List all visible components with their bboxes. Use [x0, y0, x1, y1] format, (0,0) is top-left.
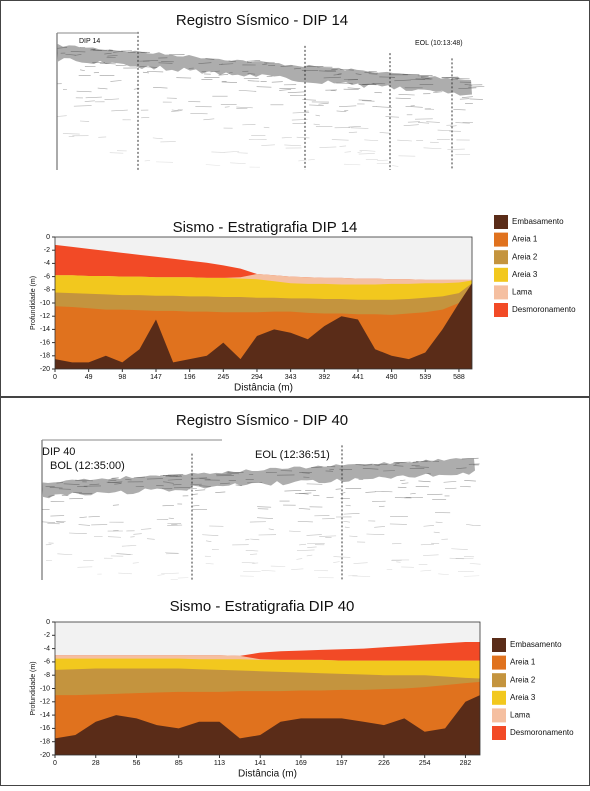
x-tick-label: 147: [150, 374, 162, 381]
seismic-label: BOL (12:35:00): [50, 460, 125, 472]
legend-swatch: [492, 726, 506, 740]
y-tick-label: -10: [40, 685, 50, 692]
x-tick-label: 28: [92, 760, 100, 767]
seismic-label: DIP 14: [79, 38, 100, 45]
legend-swatch: [492, 673, 506, 687]
x-axis-label: Distância (m): [234, 383, 293, 394]
seismic-label: EOL (10:13:48): [415, 40, 463, 47]
x-tick-label: 539: [419, 374, 431, 381]
y-tick-label: -18: [40, 739, 50, 746]
y-tick-label: -12: [40, 313, 50, 320]
legend-swatch: [494, 285, 508, 299]
y-tick-label: -10: [40, 300, 50, 307]
x-tick-label: 245: [217, 374, 229, 381]
legend-label: Areia 2: [512, 252, 538, 261]
x-axis-label: Distância (m): [238, 769, 297, 780]
legend-label: Embasamento: [510, 640, 562, 649]
x-tick-label: 113: [214, 760, 225, 767]
y-tick-label: -20: [40, 366, 50, 373]
legend-label: Areia 2: [510, 675, 536, 684]
y-tick-label: -8: [44, 287, 50, 294]
x-tick-label: 98: [118, 374, 126, 381]
y-tick-label: -14: [40, 712, 50, 719]
y-tick-label: -20: [40, 752, 50, 759]
chart-title: Sismo - Estratigrafia DIP 14: [173, 219, 358, 236]
x-tick-label: 0: [53, 374, 57, 381]
x-tick-label: 254: [419, 760, 431, 767]
y-tick-label: -4: [44, 645, 50, 652]
x-tick-label: 49: [85, 374, 93, 381]
y-axis-label: Profundidade (m): [30, 661, 37, 715]
legend-swatch: [492, 691, 506, 705]
y-tick-label: -18: [40, 353, 50, 360]
x-tick-label: 197: [336, 760, 348, 767]
y-tick-label: 0: [46, 234, 50, 241]
y-tick-label: -2: [44, 247, 50, 254]
y-tick-label: -6: [44, 273, 50, 280]
y-tick-label: -2: [44, 632, 50, 639]
legend-label: Desmoronamento: [512, 305, 576, 314]
y-tick-label: -16: [40, 725, 50, 732]
x-tick-label: 85: [175, 760, 183, 767]
y-tick-label: -16: [40, 339, 50, 346]
x-tick-label: 169: [295, 760, 307, 767]
legend-label: Embasamento: [512, 217, 564, 226]
x-tick-label: 294: [251, 374, 263, 381]
y-tick-label: -14: [40, 326, 50, 333]
y-tick-label: 0: [46, 619, 50, 626]
legend-label: Areia 3: [510, 693, 536, 702]
seismic-title: Registro Sísmico - DIP 14: [176, 12, 348, 29]
legend-swatch: [494, 268, 508, 282]
x-tick-label: 392: [318, 374, 330, 381]
x-tick-label: 0: [53, 760, 57, 767]
y-tick-label: -12: [40, 699, 50, 706]
seismic-label: EOL (12:36:51): [255, 449, 330, 461]
x-tick-label: 282: [460, 760, 472, 767]
seismic-label: DIP 40: [42, 446, 75, 458]
legend-label: Areia 3: [512, 270, 538, 279]
legend-label: Lama: [512, 288, 533, 297]
legend-swatch: [492, 656, 506, 670]
x-tick-label: 226: [378, 760, 390, 767]
x-tick-label: 343: [285, 374, 297, 381]
x-tick-label: 588: [453, 374, 465, 381]
legend-swatch: [494, 250, 508, 264]
legend-swatch: [492, 638, 506, 652]
legend-label: Lama: [510, 711, 531, 720]
legend-swatch: [494, 303, 508, 317]
y-axis-label: Profundidade (m): [30, 276, 37, 330]
legend-label: Areia 1: [512, 235, 538, 244]
y-tick-label: -6: [44, 659, 50, 666]
x-tick-label: 196: [184, 374, 196, 381]
legend-swatch: [494, 215, 508, 229]
legend-label: Areia 1: [510, 658, 536, 667]
legend-swatch: [494, 233, 508, 247]
seismic-title: Registro Sísmico - DIP 40: [176, 412, 348, 429]
y-tick-label: -8: [44, 672, 50, 679]
chart-title: Sismo - Estratigrafia DIP 40: [170, 598, 355, 615]
legend-label: Desmoronamento: [510, 728, 574, 737]
legend-swatch: [492, 708, 506, 722]
x-tick-label: 56: [133, 760, 141, 767]
y-tick-label: -4: [44, 260, 50, 267]
x-tick-label: 490: [386, 374, 398, 381]
x-tick-label: 141: [254, 760, 266, 767]
x-tick-label: 441: [352, 374, 364, 381]
